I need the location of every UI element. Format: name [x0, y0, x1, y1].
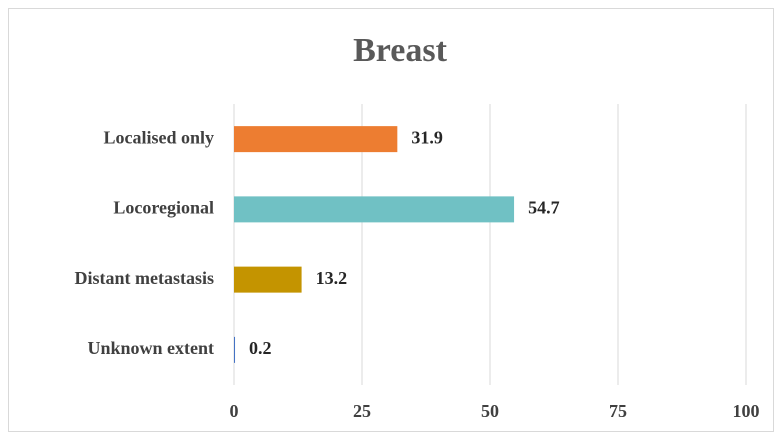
- data-label: 54.7: [528, 198, 560, 218]
- x-tick-label: 25: [353, 401, 371, 421]
- data-label: 0.2: [249, 338, 271, 358]
- y-tick-label: Localised only: [103, 127, 214, 147]
- x-tick-label: 0: [230, 401, 239, 421]
- y-tick-label: Distant metastasis: [75, 268, 215, 288]
- y-tick-label: Locoregional: [113, 198, 214, 218]
- data-label: 31.9: [411, 127, 443, 147]
- bar: [234, 126, 398, 153]
- bar: [234, 196, 515, 223]
- x-tick-label: 100: [733, 401, 760, 421]
- x-tick-label: 75: [609, 401, 627, 421]
- bar: [234, 266, 302, 293]
- data-label: 13.2: [316, 268, 348, 288]
- chart-title: Breast: [353, 32, 447, 69]
- bar: [234, 336, 236, 363]
- x-tick-label: 50: [481, 401, 499, 421]
- y-tick-label: Unknown extent: [87, 338, 214, 358]
